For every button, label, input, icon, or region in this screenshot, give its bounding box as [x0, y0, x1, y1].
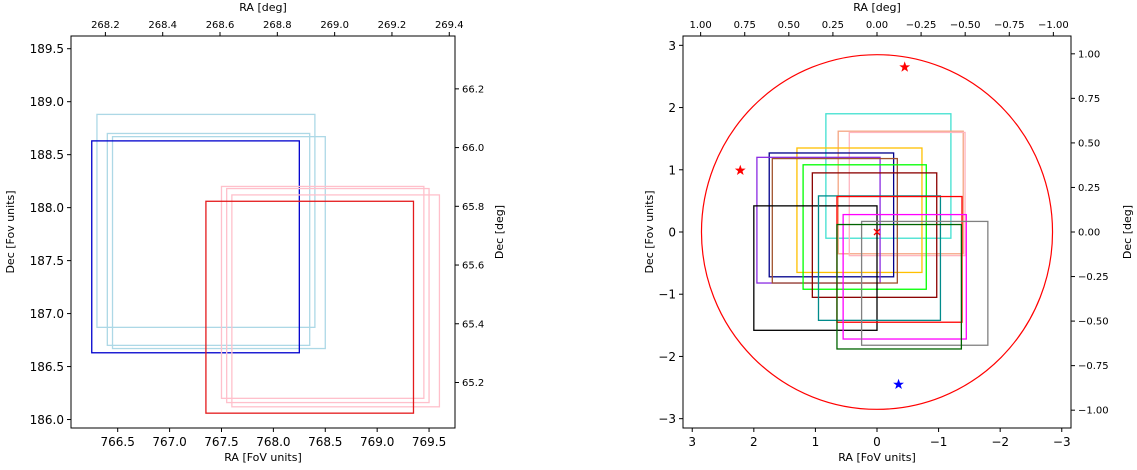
right-y-tick-label: 65.2 [462, 378, 484, 389]
x-tick-label: 3 [688, 435, 696, 449]
top-x-tick-label: 268.6 [206, 20, 235, 31]
top-x-tick-label: 0.00 [866, 20, 888, 31]
fov-rectangle-12 [836, 195, 963, 323]
y-tick-label: 3 [668, 39, 676, 53]
fov-rectangle-7 [231, 194, 441, 408]
fov-rectangle-15 [836, 223, 963, 350]
plot-panel-1 [67, 32, 459, 432]
y-tick-label: 187.0 [30, 307, 64, 321]
fov-rectangle-1 [825, 113, 952, 239]
top-x-tick-label: 0.75 [734, 20, 756, 31]
y-tick-label: 189.0 [30, 95, 64, 109]
top-x-tick-label: 268.2 [91, 20, 120, 31]
top-x-tick-label: −0.25 [906, 20, 937, 31]
star-marker-2 [734, 164, 746, 176]
y-tick-label: 0 [668, 226, 676, 240]
top-x-tick-label: −0.75 [994, 20, 1025, 31]
x-tick-label: −3 [1053, 435, 1071, 449]
fov-rectangle-3 [848, 131, 966, 257]
right-y-tick-label: 65.6 [462, 261, 484, 272]
fov-rectangle-14 [860, 220, 989, 346]
top-x-tick-label: −1.00 [1038, 20, 1069, 31]
top-x-tick-label: 268.4 [148, 20, 177, 31]
x-tick-label: 769.5 [412, 435, 446, 449]
fov-rectangle-2 [106, 132, 311, 347]
fov-rectangle-9 [811, 172, 938, 298]
plot-panel-2 [679, 32, 1075, 432]
top-x-tick-label: 0.50 [778, 20, 800, 31]
right-y-tick-label: 65.8 [462, 202, 484, 213]
x-tick-label: −1 [930, 435, 948, 449]
right-y-tick-label: −0.75 [1078, 361, 1109, 372]
top-x-tick-label: 268.8 [263, 20, 292, 31]
center-marker [873, 228, 881, 236]
top-x-tick-label: 269.2 [378, 20, 407, 31]
right-y-axis-label: Dec [deg] [493, 205, 506, 259]
right-y-tick-label: 66.2 [462, 84, 484, 95]
x-tick-label: 1 [812, 435, 820, 449]
x-tick-label: 768.0 [256, 435, 290, 449]
top-x-axis-label: RA [deg] [853, 1, 901, 14]
top-x-tick-label: 269.4 [435, 20, 464, 31]
y-tick-label: 186.0 [30, 413, 64, 427]
y-tick-label: 1 [668, 163, 676, 177]
x-axis-label: RA [FoV units] [838, 451, 916, 464]
right-y-tick-label: 66.0 [462, 143, 484, 154]
fov-rectangle-13 [842, 213, 967, 340]
fov-rectangle-8 [205, 200, 415, 414]
y-tick-label: 187.5 [30, 254, 64, 268]
fov-rectangle-6 [226, 187, 430, 404]
right-y-tick-label: 0.25 [1078, 183, 1100, 194]
star-marker-3 [893, 378, 904, 390]
x-tick-label: 768.5 [308, 435, 342, 449]
star-marker-1 [899, 61, 911, 72]
right-y-axis-label: Dec [deg] [1121, 205, 1134, 259]
x-tick-label: 2 [750, 435, 758, 449]
y-tick-label: 186.5 [30, 360, 64, 374]
right-y-tick-label: 0.00 [1078, 228, 1100, 239]
top-x-axis-label: RA [deg] [239, 1, 287, 14]
fov-rectangle-4 [91, 140, 300, 354]
y-tick-label: −3 [658, 412, 676, 426]
right-y-tick-label: 0.75 [1078, 94, 1100, 105]
right-y-tick-label: −0.50 [1078, 317, 1109, 328]
x-tick-label: 766.5 [101, 435, 135, 449]
fov-rectangle-8 [802, 164, 927, 290]
fov-rectangle-2 [837, 130, 964, 255]
y-tick-label: 2 [668, 101, 676, 115]
right-y-tick-label: 65.4 [462, 319, 484, 330]
x-tick-label: 767.0 [152, 435, 186, 449]
top-x-tick-label: 0.25 [822, 20, 844, 31]
fov-rectangle-5 [220, 185, 425, 399]
x-axis-label: RA [FoV units] [224, 451, 302, 464]
right-y-tick-label: −0.25 [1078, 272, 1109, 283]
right-y-tick-label: −1.00 [1078, 406, 1109, 417]
x-tick-label: 0 [873, 435, 881, 449]
y-axis-label: Dec [Fov units] [4, 190, 17, 273]
x-tick-label: 769.0 [360, 435, 394, 449]
top-x-tick-label: 1.00 [690, 20, 712, 31]
top-x-tick-label: 269.0 [320, 20, 349, 31]
y-axis-label: Dec [Fov units] [643, 190, 656, 273]
fov-rectangle-4 [796, 147, 923, 274]
right-y-tick-label: 0.50 [1078, 138, 1100, 149]
x-tick-label: −2 [991, 435, 1009, 449]
y-tick-label: 188.5 [30, 148, 64, 162]
y-tick-label: −2 [658, 350, 676, 364]
top-x-tick-label: −0.50 [950, 20, 981, 31]
axes-frame [70, 35, 456, 429]
fov-rectangle-3 [111, 135, 326, 350]
fov-rectangle-10 [753, 205, 878, 331]
fov-circle [700, 54, 1054, 410]
y-tick-label: 188.0 [30, 201, 64, 215]
y-tick-label: −1 [658, 288, 676, 302]
y-tick-label: 189.5 [30, 42, 64, 56]
x-tick-label: 767.5 [204, 435, 238, 449]
right-y-tick-label: 1.00 [1078, 49, 1100, 60]
